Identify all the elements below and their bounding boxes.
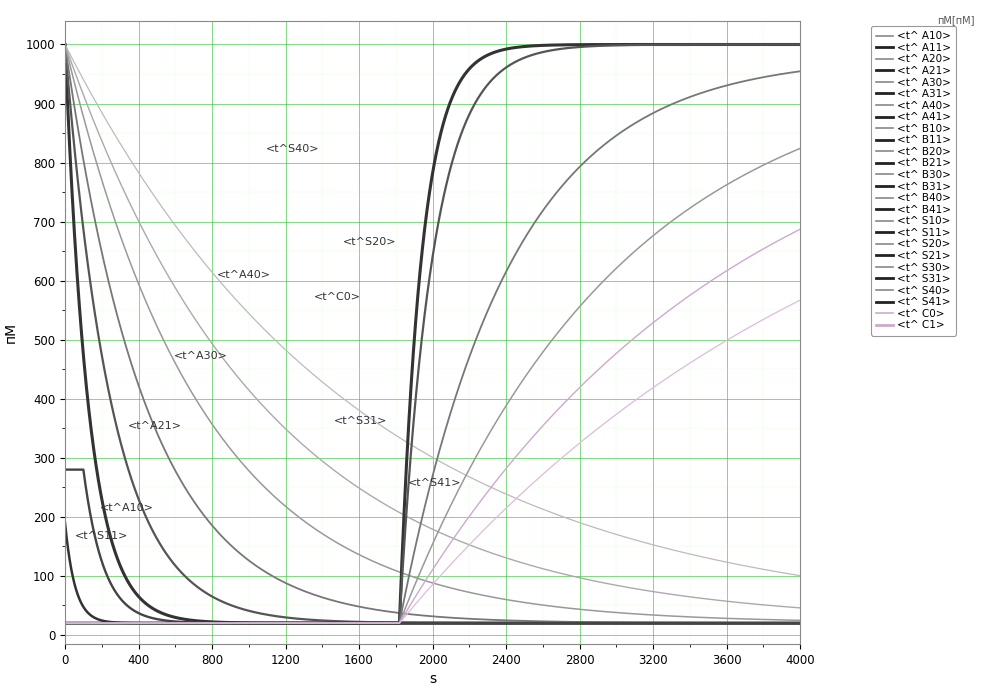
- Text: <t^A30>: <t^A30>: [173, 351, 227, 361]
- Text: <t^S11>: <t^S11>: [75, 531, 128, 541]
- Y-axis label: пМ: пМ: [3, 322, 17, 343]
- Text: пМ[пМ]: пМ[пМ]: [938, 15, 975, 25]
- Text: <t^A10>: <t^A10>: [100, 503, 153, 513]
- Text: <t^S41>: <t^S41>: [408, 478, 461, 488]
- Text: <t^A21>: <t^A21>: [127, 422, 181, 432]
- Legend: <t^ A10>, <t^ A11>, <t^ A20>, <t^ A21>, <t^ A30>, <t^ A31>, <t^ A40>, <t^ A41>, : <t^ A10>, <t^ A11>, <t^ A20>, <t^ A21>, …: [871, 26, 956, 335]
- Text: <t^S40>: <t^S40>: [266, 144, 320, 154]
- Text: <t^A40>: <t^A40>: [217, 270, 271, 280]
- Text: <t^S20>: <t^S20>: [342, 237, 396, 247]
- X-axis label: s: s: [429, 672, 436, 686]
- Text: <t^C0>: <t^C0>: [314, 292, 361, 301]
- Text: <t^S31>: <t^S31>: [334, 416, 388, 425]
